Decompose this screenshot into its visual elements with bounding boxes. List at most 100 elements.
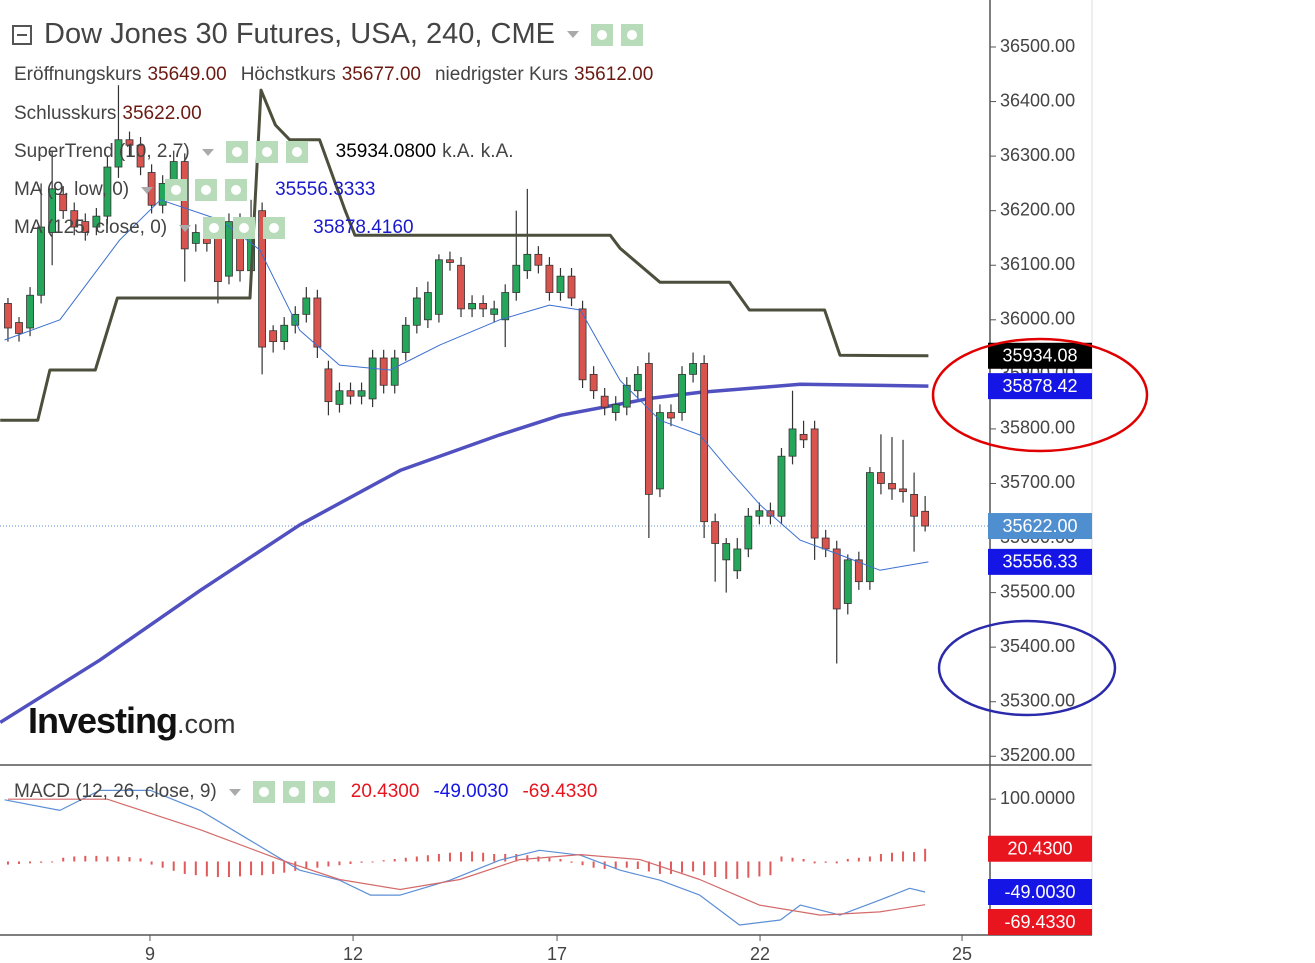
candle-body (910, 493, 918, 517)
y-tick-label: 100.0000 (1000, 788, 1075, 808)
price-label: 35622.00 (1002, 516, 1077, 536)
macd-histogram-bar (493, 853, 496, 862)
price-label-box (988, 513, 1092, 540)
candle-body (877, 472, 885, 484)
settings-icon[interactable] (255, 141, 278, 163)
candle-body (114, 139, 123, 168)
candle-body (4, 303, 12, 329)
dropdown-caret[interactable] (566, 31, 579, 38)
macd-histogram-bar (338, 861, 341, 866)
macd-histogram-bar (703, 861, 706, 876)
candle-body (37, 226, 46, 296)
macd-histogram-bar (526, 855, 529, 862)
macd-line (4, 789, 926, 926)
remove-icon[interactable] (285, 141, 308, 163)
indicator-line (0, 382, 929, 724)
remove-icon[interactable] (263, 217, 286, 239)
candle-body (722, 543, 731, 561)
settings-icon[interactable] (282, 781, 305, 803)
eye-icon[interactable] (165, 179, 188, 201)
candle-body (799, 433, 808, 441)
candle-body (59, 193, 68, 212)
annotation-ellipse (937, 619, 1117, 717)
candle-body (346, 390, 355, 397)
remove-icon[interactable] (312, 781, 335, 803)
macd-histogram-bar (791, 857, 794, 862)
candle-body (512, 264, 521, 293)
x-tick-label: 22 (750, 944, 770, 963)
macd-histogram-bar (316, 861, 319, 868)
collapse-icon[interactable] (12, 24, 32, 45)
macd-histogram-bar (515, 853, 518, 862)
macd-histogram-bar (879, 853, 882, 862)
price-label-box (988, 879, 1092, 906)
candle-body (103, 166, 112, 217)
dropdown-caret[interactable] (228, 788, 241, 796)
candle-body (335, 390, 344, 405)
price-label: 35556.33 (1002, 552, 1077, 572)
dropdown-caret[interactable] (201, 148, 214, 156)
y-tick-label: 35400.00 (1000, 636, 1075, 656)
candle-body (821, 537, 830, 550)
macd-histogram-bar (437, 853, 440, 862)
candle-body (225, 221, 233, 277)
settings-icon[interactable] (195, 179, 218, 201)
candle-body (589, 373, 598, 392)
macd-histogram-bar (460, 852, 463, 862)
eye-icon[interactable] (203, 217, 226, 239)
macd-histogram-bar (681, 861, 684, 873)
macd-histogram-bar (614, 861, 617, 869)
remove-icon[interactable] (225, 179, 248, 201)
macd-histogram-bar (570, 861, 573, 863)
macd-histogram-bar (95, 855, 98, 862)
y-tick-label: 35300.00 (1000, 690, 1075, 710)
watermark-name: Investing (28, 700, 178, 741)
price-label-box (988, 342, 1092, 369)
macd-histogram-bar (139, 858, 142, 862)
macd-histogram-bar (714, 861, 717, 878)
candle-body (468, 303, 476, 310)
macd-histogram-bar (172, 861, 175, 871)
candle-body (888, 483, 896, 490)
candle-body (854, 559, 863, 583)
indicator-value: 35878.4160 (313, 217, 414, 238)
macd-histogram-bar (868, 856, 871, 862)
macd-histogram-bar (349, 861, 352, 864)
y-tick-label: 36200.00 (1000, 199, 1075, 219)
macd-histogram-bar (537, 856, 540, 862)
candle-body (479, 303, 488, 310)
info-name: niedrigster Kurs (434, 64, 569, 85)
macd-histogram-bar (426, 855, 429, 862)
macd-histogram-bar (51, 861, 54, 863)
price-label: 35878.42 (1002, 376, 1077, 396)
price-label: 35934.08 (1002, 346, 1077, 366)
macd-histogram-bar (294, 861, 297, 871)
settings-icon[interactable] (233, 217, 256, 239)
settings-icon[interactable] (620, 23, 643, 46)
indicator-value: 35556.3333 (275, 179, 376, 200)
candle-body (810, 428, 819, 539)
macd-histogram-bar (272, 861, 275, 874)
eye-icon[interactable] (590, 23, 613, 46)
indicator-name: SuperTrend (10, 2.7) (14, 141, 190, 162)
macd-histogram-bar (117, 856, 120, 862)
x-tick-label: 12 (343, 944, 363, 963)
macd-histogram-bar (305, 861, 308, 869)
candle-body (435, 259, 443, 315)
indicator-line (4, 199, 929, 571)
macd-histogram-bar (382, 860, 385, 862)
eye-icon[interactable] (225, 141, 248, 163)
dropdown-caret[interactable] (179, 224, 192, 232)
candle-body (313, 297, 322, 348)
x-tick-label: 25 (952, 944, 972, 963)
candle-body (191, 232, 200, 244)
dropdown-caret[interactable] (141, 186, 154, 194)
indicator-name: MACD (12, 26, close, 9) (14, 781, 217, 802)
eye-icon[interactable] (252, 781, 275, 803)
macd-histogram-bar (625, 861, 628, 868)
macd-histogram-bar (239, 861, 242, 877)
candle-body (678, 373, 686, 413)
candle-body (921, 510, 930, 527)
candle-body (633, 373, 642, 392)
